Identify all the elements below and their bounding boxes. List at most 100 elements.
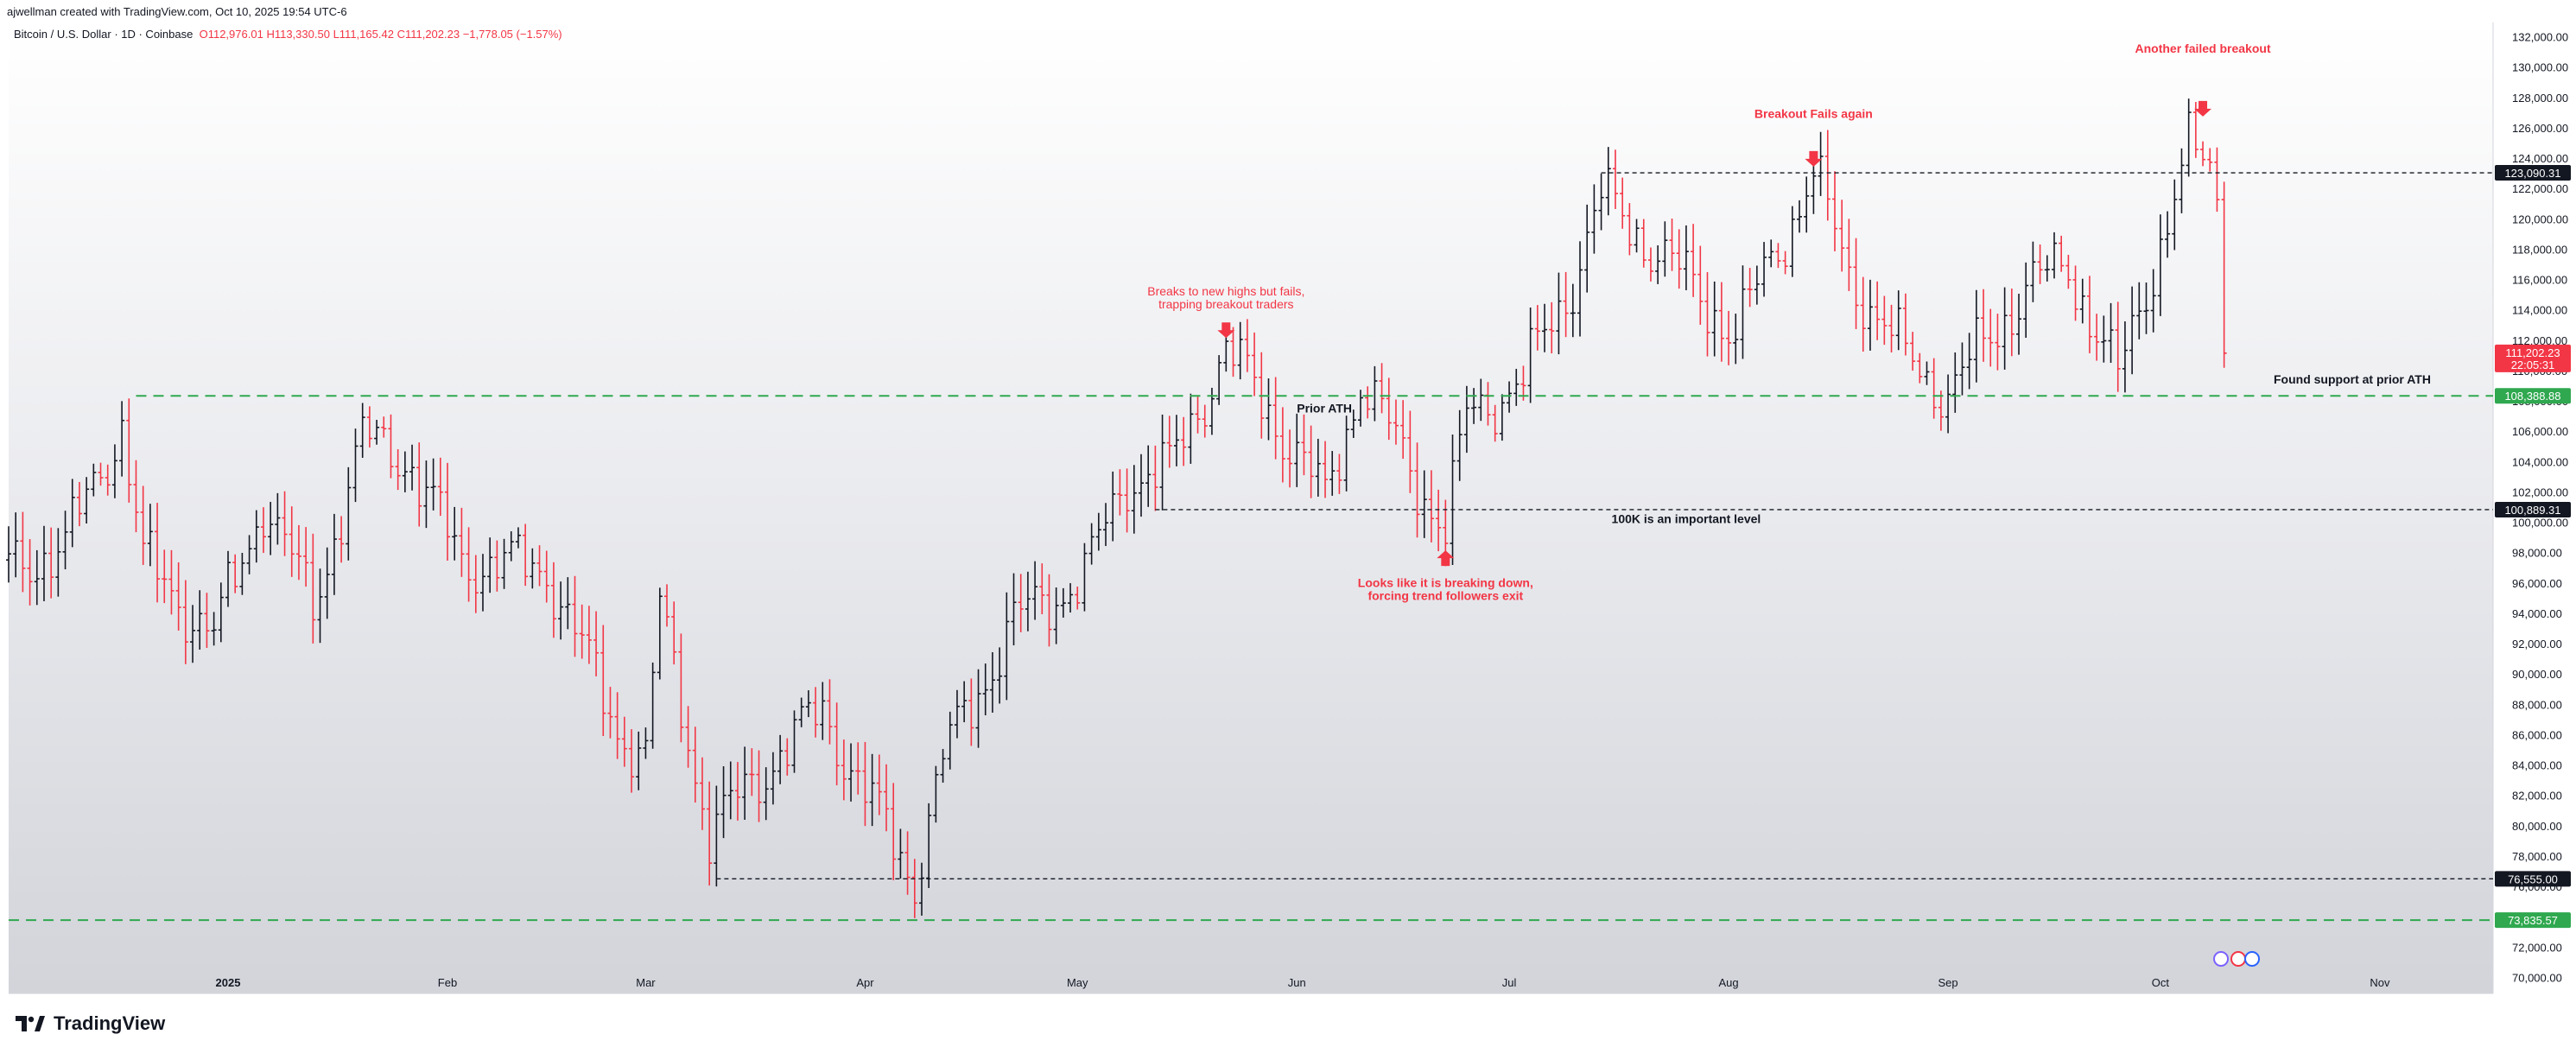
candle (1350, 409, 1356, 438)
candle (1683, 225, 1689, 290)
candle (1655, 245, 1661, 284)
candle (1846, 219, 1852, 291)
candle (1075, 587, 1081, 610)
candle (494, 540, 500, 592)
candle (1591, 184, 1597, 254)
event-flash-icon (2213, 951, 2230, 967)
plot-area[interactable] (9, 22, 2493, 993)
candle (1768, 239, 1774, 268)
candle (119, 401, 125, 477)
candle (2065, 254, 2072, 289)
candle (48, 527, 54, 599)
candle (827, 679, 833, 745)
candle (1797, 200, 1803, 233)
y-tick-label: 118,000.00 (2512, 243, 2567, 256)
candle (607, 687, 613, 739)
candle (2072, 265, 2078, 321)
candle (282, 491, 288, 556)
candle (940, 749, 946, 783)
candle (197, 590, 203, 650)
candle (1507, 381, 1513, 413)
candle (1527, 307, 1533, 403)
candle (1853, 238, 1859, 329)
y-tick-label: 96,000.00 (2512, 577, 2562, 590)
candle (1711, 281, 1717, 357)
candle (1393, 399, 1399, 445)
candle (763, 767, 769, 821)
candle (1110, 471, 1116, 542)
candle (2030, 241, 2036, 302)
ohlc-close: C111,202.23 (397, 28, 460, 41)
candle (898, 828, 904, 879)
candle (1202, 404, 1208, 438)
candle (1011, 573, 1017, 646)
candle (848, 743, 854, 802)
candle (586, 606, 592, 664)
candle (98, 462, 104, 486)
candle (1428, 470, 1434, 543)
candle (1244, 319, 1250, 372)
candle (2200, 141, 2206, 167)
candle (947, 711, 953, 770)
symbol-legend: Bitcoin / U.S. Dollar · 1D · Coinbase O1… (14, 28, 562, 41)
candle (1733, 314, 1739, 365)
candle (253, 510, 259, 563)
candle (727, 761, 733, 820)
candle (2086, 276, 2092, 353)
candle (317, 568, 323, 644)
candle (2165, 211, 2171, 258)
candle (126, 398, 132, 503)
x-tick-label: Jun (1288, 976, 1306, 989)
y-tick-label: 98,000.00 (2512, 547, 2562, 560)
candle (140, 485, 146, 565)
candle (84, 477, 90, 524)
candle (1372, 365, 1378, 422)
candle (416, 442, 422, 527)
candle (1308, 425, 1314, 498)
candle (1323, 441, 1329, 498)
y-tick-label: 70,000.00 (2512, 971, 2562, 984)
candle (268, 501, 274, 555)
annotation-text: Breakout Fails again (1754, 107, 1873, 121)
candle (791, 710, 797, 773)
candle (352, 428, 358, 503)
candle (975, 669, 981, 748)
price-label-bg (2495, 344, 2571, 372)
brand-name: TradingView (54, 1012, 166, 1034)
candle (1117, 469, 1123, 516)
y-tick-label: 122,000.00 (2512, 182, 2568, 195)
candle (989, 652, 995, 713)
candle (2051, 232, 2057, 279)
candle (55, 528, 61, 597)
y-tick-label: 100,000.00 (2512, 517, 2568, 530)
candle (275, 492, 281, 545)
candle (1860, 276, 1866, 352)
candle (841, 739, 847, 801)
annotation-text: Found support at prior ATH (2274, 372, 2431, 386)
candle (430, 458, 436, 511)
candle (664, 584, 670, 627)
candle (1379, 363, 1385, 414)
candle (918, 862, 924, 916)
candles-group (6, 98, 2227, 918)
candle (41, 525, 47, 601)
candle (1875, 281, 1881, 340)
ohlc-open: O112,976.01 (199, 28, 263, 41)
candle (175, 562, 181, 631)
y-tick-label: 94,000.00 (2512, 607, 2562, 620)
candle (1549, 301, 1555, 354)
created-by-text: ajwellman created with TradingView.com, … (7, 5, 347, 18)
candle (289, 506, 295, 577)
candle (685, 706, 691, 768)
candle (2115, 301, 2121, 392)
candle (1988, 308, 1994, 367)
candle (1704, 272, 1710, 357)
candle (20, 511, 26, 593)
candle (182, 580, 188, 664)
candle (876, 754, 882, 815)
candle (593, 611, 600, 677)
candle (1952, 352, 1958, 413)
candle (1053, 587, 1059, 644)
candle (1959, 342, 1965, 396)
